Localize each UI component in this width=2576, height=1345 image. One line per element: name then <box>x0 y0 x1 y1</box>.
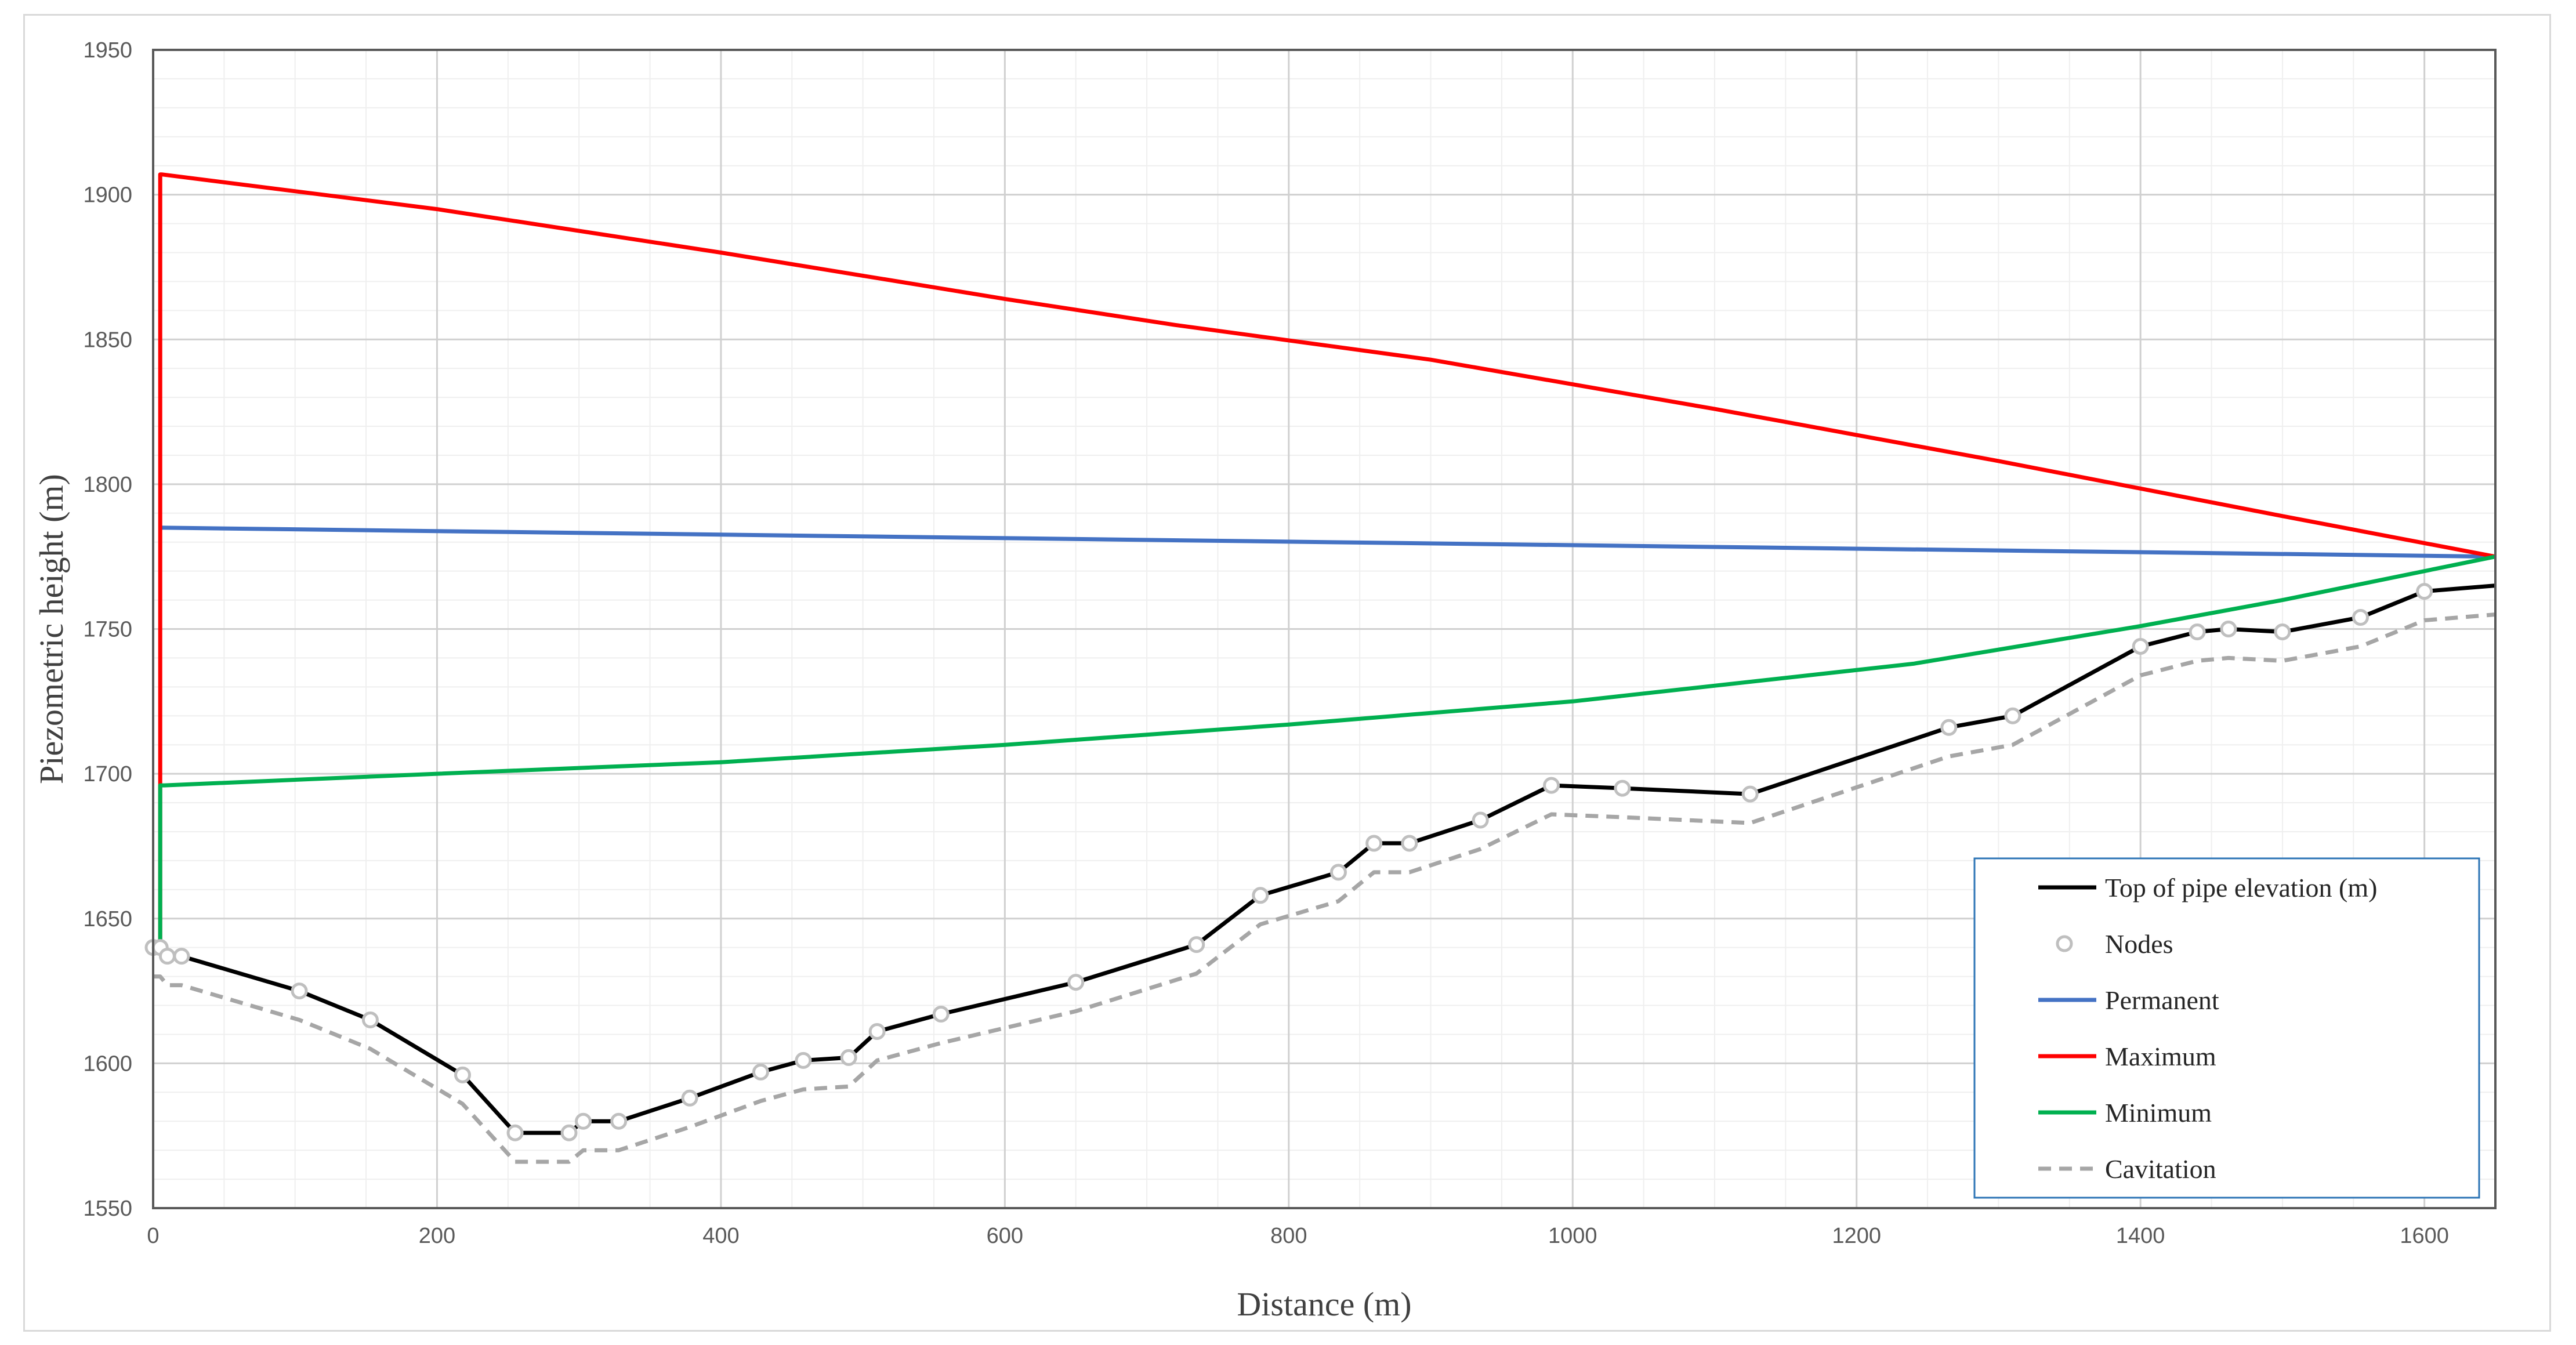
y-axis-title: Piezometric height (m) <box>32 474 70 784</box>
legend-label: Top of pipe elevation (m) <box>2105 873 2377 902</box>
node-marker <box>932 1006 950 1023</box>
legend-item: Permanent <box>2038 985 2219 1015</box>
node-marker <box>1472 811 1489 829</box>
legend-item: Nodes <box>2056 929 2173 959</box>
node-marker <box>1067 974 1085 991</box>
maximum-line <box>158 172 2496 948</box>
x-tick-label: 800 <box>1270 1224 1307 1248</box>
cavitation-line <box>153 612 2496 1164</box>
y-tick-label: 1850 <box>83 328 132 352</box>
nodes-markers <box>144 583 2433 1141</box>
y-tick-label: 1750 <box>83 618 132 642</box>
node-marker <box>2189 623 2206 640</box>
y-tick-labels: 1550 1600 1650 1700 1750 1800 1850 1900 1950 <box>83 38 132 1221</box>
permanent-line <box>160 525 2496 559</box>
node-marker <box>1188 936 1205 954</box>
x-tick-label: 1400 <box>2116 1224 2165 1248</box>
top-of-pipe-elevation-m-line <box>153 583 2496 1135</box>
legend-box <box>1973 857 2480 1199</box>
legend-label: Permanent <box>2105 985 2219 1015</box>
x-tick-label: 400 <box>702 1224 739 1248</box>
node-marker <box>2352 609 2370 626</box>
node-marker <box>681 1089 698 1107</box>
node-marker <box>1741 785 1759 803</box>
node-marker <box>173 948 190 965</box>
node-marker <box>506 1124 524 1141</box>
series-layer <box>144 172 2496 1164</box>
node-marker <box>575 1112 592 1130</box>
node-marker <box>560 1124 578 1141</box>
node-marker <box>1543 777 1560 794</box>
y-tick-label: 1950 <box>83 38 132 63</box>
node-marker <box>361 1011 379 1028</box>
node-marker <box>1252 887 1269 904</box>
node-marker <box>1329 864 1347 881</box>
node-marker <box>2132 637 2149 655</box>
node-marker <box>840 1049 857 1066</box>
chart-frame <box>23 14 2551 1332</box>
node-marker <box>454 1066 472 1083</box>
x-tick-labels: 0 200 400 600 800 1000 1200 1400 1600 <box>147 1224 2448 1248</box>
node-marker <box>2416 583 2433 600</box>
legend-item: Maximum <box>2038 1042 2216 1071</box>
node-marker <box>1365 835 1383 852</box>
x-tick-label: 600 <box>987 1224 1023 1248</box>
legend: Top of pipe elevation (m) Nodes Permanent M… <box>1973 857 2480 1199</box>
node-marker <box>291 983 308 1000</box>
x-axis-title: Distance (m) <box>1237 1285 1411 1323</box>
legend-item: Cavitation <box>2038 1154 2216 1184</box>
legend-swatch <box>2056 935 2073 952</box>
node-marker <box>158 948 176 965</box>
y-tick-label: 1700 <box>83 762 132 786</box>
legend-label: Cavitation <box>2105 1154 2216 1184</box>
y-tick-label: 1650 <box>83 907 132 931</box>
node-marker <box>610 1112 628 1130</box>
legend-label: Maximum <box>2105 1042 2216 1071</box>
y-tick-label: 1900 <box>83 183 132 208</box>
legend-label: Nodes <box>2105 929 2173 959</box>
x-tick-label: 0 <box>147 1224 159 1248</box>
y-tick-label: 1600 <box>83 1052 132 1076</box>
node-marker <box>1401 835 1418 852</box>
node-marker <box>1614 780 1631 797</box>
y-tick-label: 1800 <box>83 473 132 497</box>
legend-item: Minimum <box>2038 1098 2212 1128</box>
node-marker <box>795 1052 812 1069</box>
node-marker <box>2220 621 2237 637</box>
plot-area-border <box>152 49 2497 1209</box>
node-marker <box>2274 623 2291 640</box>
minimum-line <box>158 554 2496 948</box>
y-tick-label: 1550 <box>83 1197 132 1221</box>
node-marker <box>1940 719 1958 736</box>
x-tick-label: 1200 <box>1832 1224 1881 1248</box>
node-marker <box>2004 707 2021 724</box>
legend-item: Top of pipe elevation (m) <box>2038 873 2377 902</box>
x-tick-label: 1600 <box>2400 1224 2449 1248</box>
x-tick-label: 200 <box>419 1224 455 1248</box>
legend-label: Minimum <box>2105 1098 2212 1128</box>
node-marker <box>868 1023 886 1040</box>
node-marker <box>752 1063 769 1081</box>
x-tick-label: 1000 <box>1548 1224 1597 1248</box>
